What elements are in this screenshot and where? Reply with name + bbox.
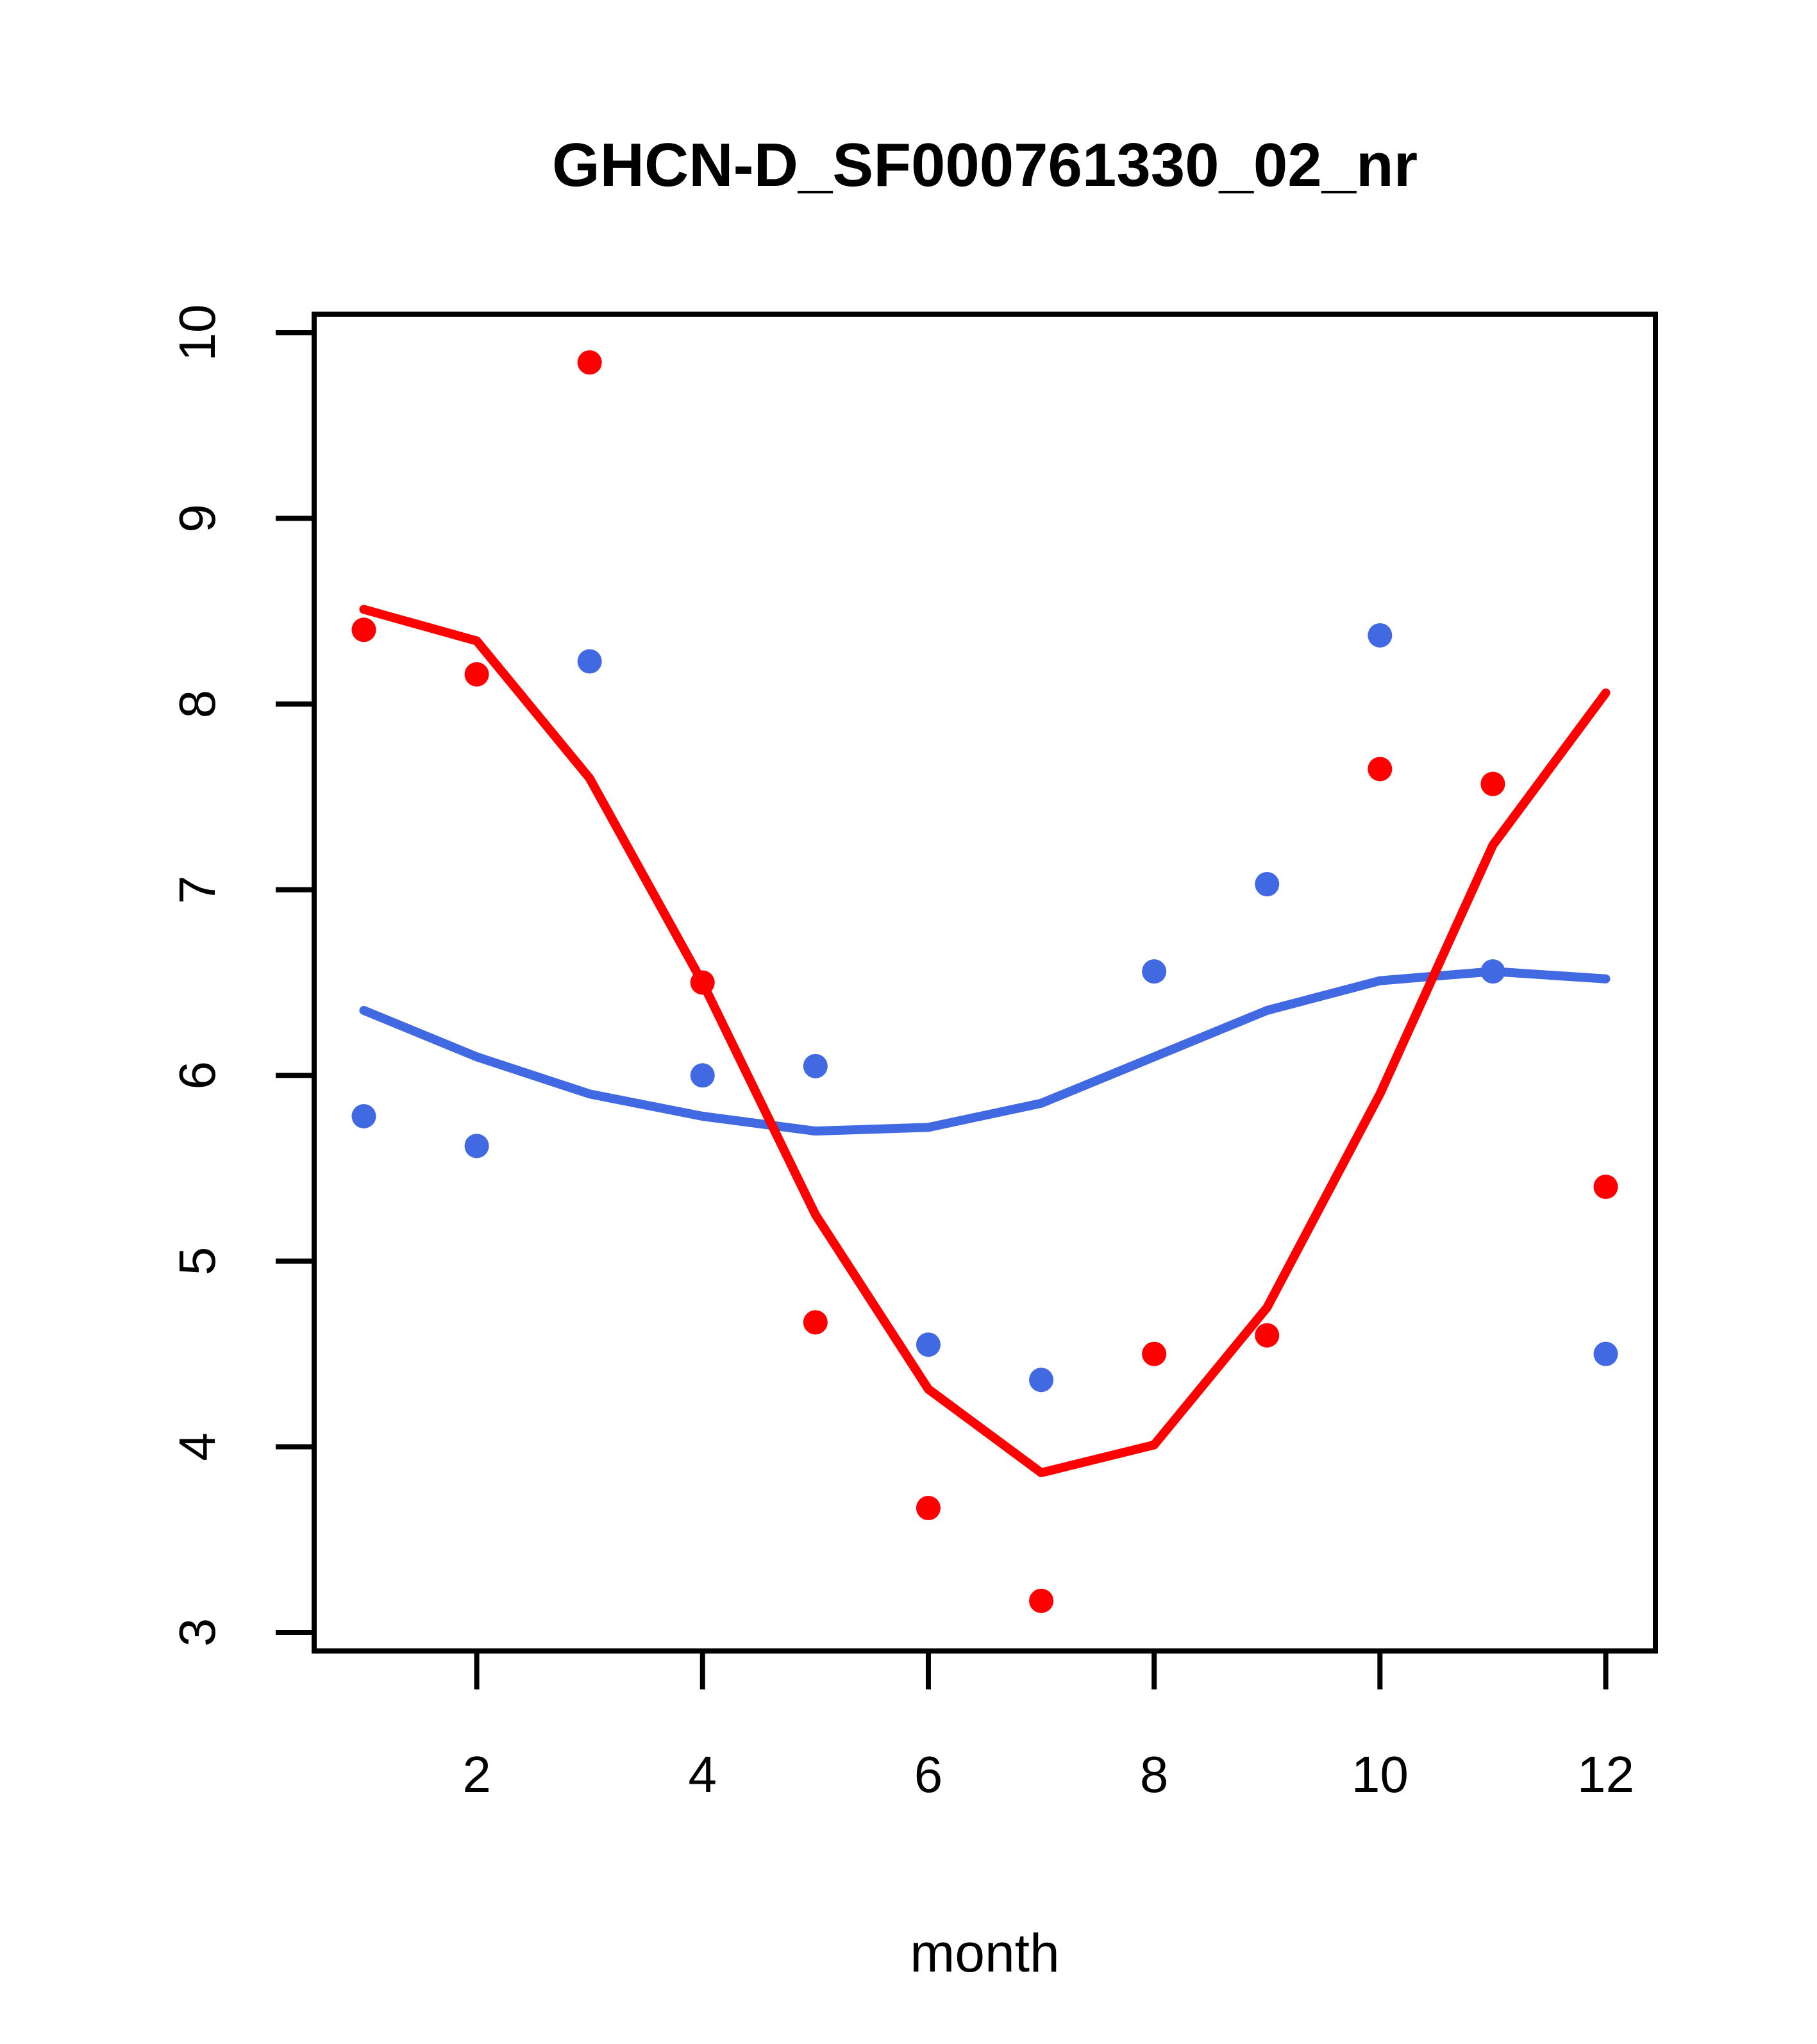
x-tick-label: 12 <box>1577 1746 1634 1803</box>
y-axis-ticks: 3 4 5 6 7 8 9 10 <box>169 304 314 1646</box>
y-tick-label: 3 <box>169 1618 226 1647</box>
red-points-point <box>1029 1588 1054 1613</box>
blue-points-point <box>1368 623 1393 648</box>
series-layer <box>351 350 1618 1613</box>
red-points-point <box>803 1310 828 1335</box>
x-axis-label: month <box>910 1923 1059 1983</box>
red-points-point <box>1142 1341 1167 1366</box>
blue-points <box>351 623 1618 1393</box>
blue-points-point <box>690 1063 715 1088</box>
y-tick-label: 6 <box>169 1061 226 1090</box>
plot-box <box>312 312 1658 1654</box>
plot-title: GHCN-D_SF000761330_02_nr <box>552 131 1418 199</box>
blue-points-point <box>464 1134 489 1159</box>
blue-points-point <box>916 1332 941 1357</box>
red-points-point <box>464 662 489 687</box>
red-points-point <box>1255 1323 1280 1348</box>
blue-points-point <box>1255 872 1280 897</box>
blue-points-point <box>803 1053 828 1078</box>
red-points <box>351 350 1618 1613</box>
y-tick-label: 4 <box>169 1432 226 1461</box>
blue-points-point <box>1480 959 1505 984</box>
red-points-point <box>577 350 602 375</box>
blue-points-point <box>1142 959 1167 984</box>
blue-points-point <box>351 1104 376 1128</box>
y-tick-label: 8 <box>169 690 226 719</box>
x-tick-label: 2 <box>462 1746 491 1803</box>
red-points-point <box>351 617 376 642</box>
x-tick-label: 8 <box>1140 1746 1169 1803</box>
blue-points-point <box>1593 1341 1618 1366</box>
red-points-point <box>1480 771 1505 796</box>
blue-smooth-line <box>359 967 1611 1136</box>
red-smooth-line <box>359 605 1611 1477</box>
blue-points-point <box>1029 1368 1054 1393</box>
y-tick-label: 9 <box>169 504 226 533</box>
x-tick-label: 4 <box>689 1746 717 1803</box>
x-tick-label: 10 <box>1352 1746 1409 1803</box>
red-points-point <box>690 970 715 995</box>
red-points-point <box>1368 757 1393 782</box>
red-points-point <box>1593 1175 1618 1200</box>
y-tick-label: 7 <box>169 875 226 904</box>
x-axis-ticks: 2 4 6 8 10 12 <box>462 1651 1634 1803</box>
red-points-point <box>916 1496 941 1521</box>
x-tick-label: 6 <box>914 1746 943 1803</box>
y-tick-label: 5 <box>169 1247 226 1276</box>
blue-points-point <box>577 649 602 674</box>
y-tick-label: 10 <box>169 304 226 361</box>
